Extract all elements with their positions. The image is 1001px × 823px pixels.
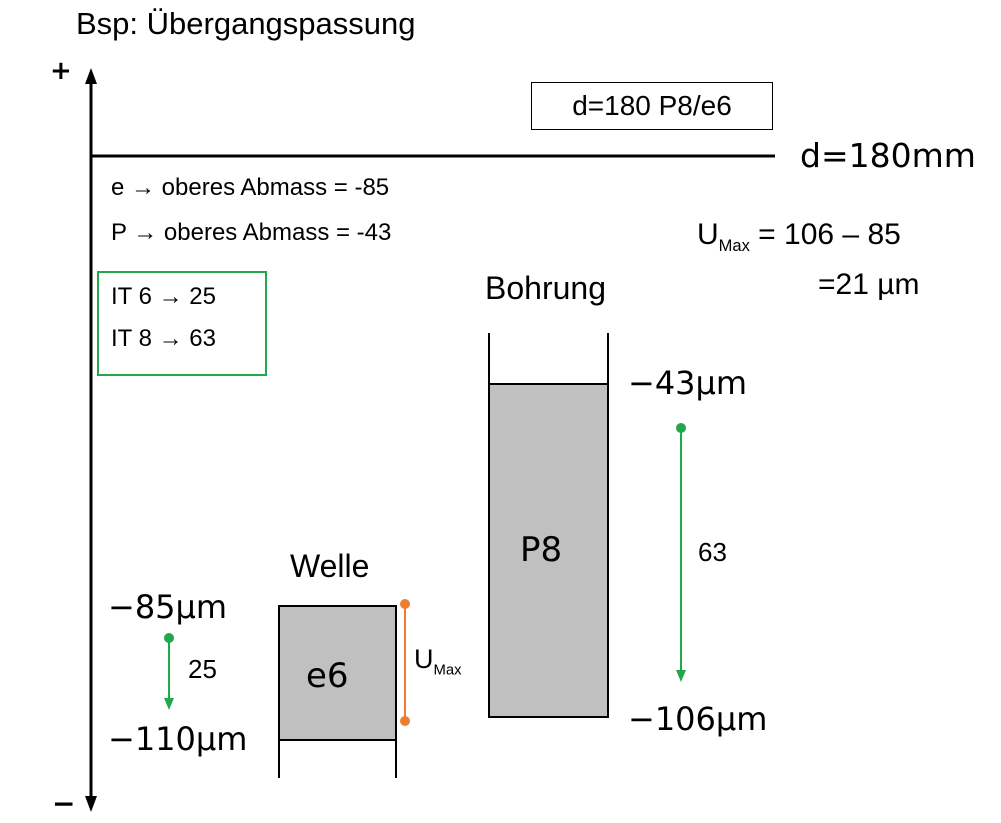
axis-minus-label: − [52, 787, 76, 820]
welle-title: Welle [290, 548, 370, 584]
it-grade-box [97, 271, 267, 376]
welle-tolerance-width: 25 [188, 654, 217, 684]
p8-field-label: P8 [520, 530, 563, 570]
nominal-size-label: d=180mm [800, 136, 976, 175]
umax-equation-u: U [697, 218, 719, 251]
deviation-p-text: P → oberes Abmass = -43 [111, 219, 392, 246]
bohrung-title: Bohrung [485, 270, 606, 306]
it8-text: IT 8 → 63 [111, 325, 216, 352]
diagram-title: Bsp: Übergangspassung [76, 6, 416, 41]
e6-field-label: e6 [306, 656, 349, 696]
umax-marker-label: UMax [414, 644, 462, 678]
tolerance-field-e6 [278, 605, 397, 741]
axis-plus-label: + [50, 56, 72, 86]
welle-upper-deviation: −85µm [108, 588, 228, 626]
deviation-e-text: e → oberes Abmass = -85 [111, 174, 390, 201]
bohrung-lower-deviation: −106µm [628, 700, 768, 738]
bohrung-tolerance-width: 63 [698, 537, 727, 567]
axis-arrow-up [85, 68, 97, 84]
umax-equation-sub: Max [718, 237, 750, 255]
axis-arrow-down [85, 796, 97, 812]
welle-width-arrowhead [164, 698, 174, 710]
bohrung-upper-deviation: −43µm [628, 364, 748, 402]
fit-designation-box: d=180 P8/e6 [531, 82, 773, 130]
welle-lower-deviation: −110µm [108, 720, 248, 758]
tolerance-field-p8 [488, 383, 609, 718]
umax-equation: UMax = 106 – 85 [697, 218, 901, 256]
bohrung-width-arrowhead [676, 670, 686, 682]
it6-text: IT 6 → 25 [111, 283, 216, 310]
umax-equation-expr: = 106 – 85 [749, 218, 901, 251]
umax-marker-sub: Max [433, 662, 462, 679]
umax-marker-u: U [414, 644, 434, 674]
umax-marker-top-dot [400, 599, 410, 609]
umax-result: =21 µm [818, 268, 920, 301]
umax-marker-bottom-dot [400, 716, 410, 726]
